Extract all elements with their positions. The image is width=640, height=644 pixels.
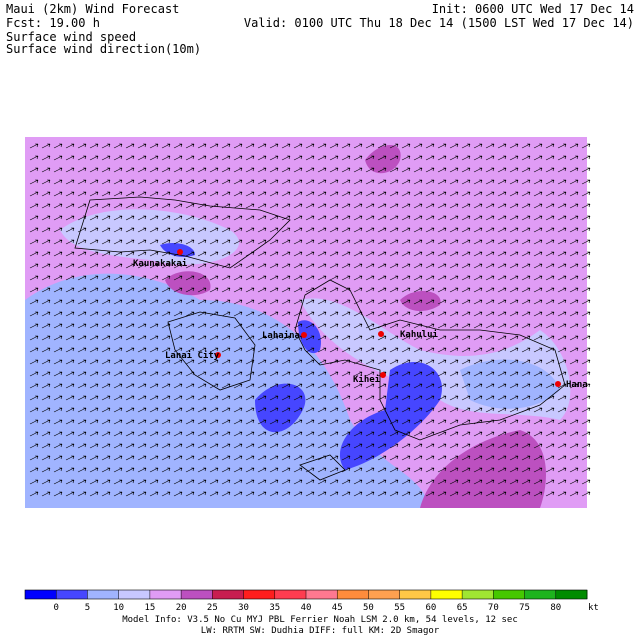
- town-label: Kaunakakai: [133, 258, 188, 269]
- maui-coast: [294, 279, 566, 441]
- town-label: Lanai City: [165, 350, 220, 361]
- colorbar-label: 10: [113, 603, 124, 613]
- town-label: Kahului: [400, 329, 439, 340]
- town-dot: [555, 381, 561, 387]
- town-markers: [177, 249, 561, 387]
- colorbar-swatch: [368, 590, 401, 599]
- wind-region: [460, 359, 560, 409]
- model-info: LW: RRTM SW: Dudhia DIFF: full KM: 2D Sm…: [201, 626, 440, 636]
- wind-region: [165, 271, 211, 296]
- colorbar-swatch: [243, 590, 276, 599]
- wind-region: [365, 145, 401, 174]
- colorbar-swatch: [87, 590, 120, 599]
- colorbar-label: 0: [54, 603, 59, 613]
- town-label: Lahaina: [262, 330, 300, 341]
- colorbar-label: 75: [519, 603, 530, 613]
- colorbar-swatch: [555, 590, 588, 599]
- wind-region: [339, 361, 442, 470]
- field-1: Surface wind speed: [6, 30, 136, 44]
- colorbar-swatch: [493, 590, 526, 599]
- colorbar-swatch: [337, 590, 369, 599]
- colorbar-label: 20: [176, 603, 187, 613]
- lanai-coast: [167, 311, 256, 391]
- colorbar-swatch: [274, 590, 307, 599]
- colorbar-label: 30: [238, 603, 249, 613]
- town-dot: [215, 352, 221, 358]
- colorbar-label: 40: [301, 603, 312, 613]
- colorbar-swatch: [25, 590, 57, 599]
- wind-region: [25, 273, 430, 508]
- model-info: Model Info: V3.5 No Cu MYJ PBL Ferrier N…: [122, 615, 518, 625]
- colorbar-swatch: [430, 590, 463, 599]
- town-dot: [177, 249, 183, 255]
- colorbar-label: 35: [269, 603, 280, 613]
- colorbar-label: 45: [332, 603, 343, 613]
- colorbar-swatch: [524, 590, 557, 599]
- colorbar-label: 65: [457, 603, 468, 613]
- wind-region: [420, 430, 546, 508]
- colorbar-label: 55: [394, 603, 405, 613]
- colorbar-label: 25: [207, 603, 218, 613]
- town-dot: [380, 372, 386, 378]
- wind-region: [255, 383, 306, 433]
- valid-time: Valid: 0100 UTC Thu 18 Dec 14 (1500 LST …: [244, 16, 634, 30]
- colorbar-swatch: [306, 590, 338, 599]
- forecast-hour: Fcst: 19.00 h: [6, 16, 100, 30]
- field-2: Surface wind direction(10m): [6, 42, 201, 56]
- town-label: Kihei: [353, 374, 381, 385]
- colorbar-swatch: [118, 590, 151, 599]
- colorbar: 0 5 10 15 20 25 30 35 40 45 50 55 60 65 70 75 80 kt: [24, 589, 599, 613]
- map: Kaunakakai Lanai City Lahaina Kahului Ki…: [25, 137, 591, 508]
- wind-vectors: [29, 143, 591, 497]
- colorbar-swatch: [212, 590, 245, 599]
- town-label: Hana: [566, 380, 588, 390]
- init-time: Init: 0600 UTC Wed 17 Dec 14: [432, 2, 634, 16]
- town-dot: [301, 332, 307, 338]
- colorbar-swatch: [56, 590, 88, 599]
- colorbar-label: 5: [85, 603, 90, 613]
- title: Maui (2km) Wind Forecast: [6, 2, 179, 16]
- wind-arrows: [29, 143, 591, 497]
- colorbar-label: 80: [550, 603, 561, 613]
- colorbar-swatch: [399, 590, 432, 599]
- kahoolawe-coast: [299, 454, 346, 481]
- colorbar-swatch: [149, 590, 182, 599]
- colorbar-label: 70: [488, 603, 499, 613]
- wind-region: [298, 320, 321, 354]
- colorbar-label: 50: [363, 603, 374, 613]
- colorbar-swatch: [181, 590, 213, 599]
- colorbar-unit: kt: [588, 603, 599, 613]
- colorbar-label: 60: [425, 603, 436, 613]
- colorbar-label: 15: [144, 603, 155, 613]
- town-dot: [378, 331, 384, 337]
- colorbar-swatch: [462, 590, 494, 599]
